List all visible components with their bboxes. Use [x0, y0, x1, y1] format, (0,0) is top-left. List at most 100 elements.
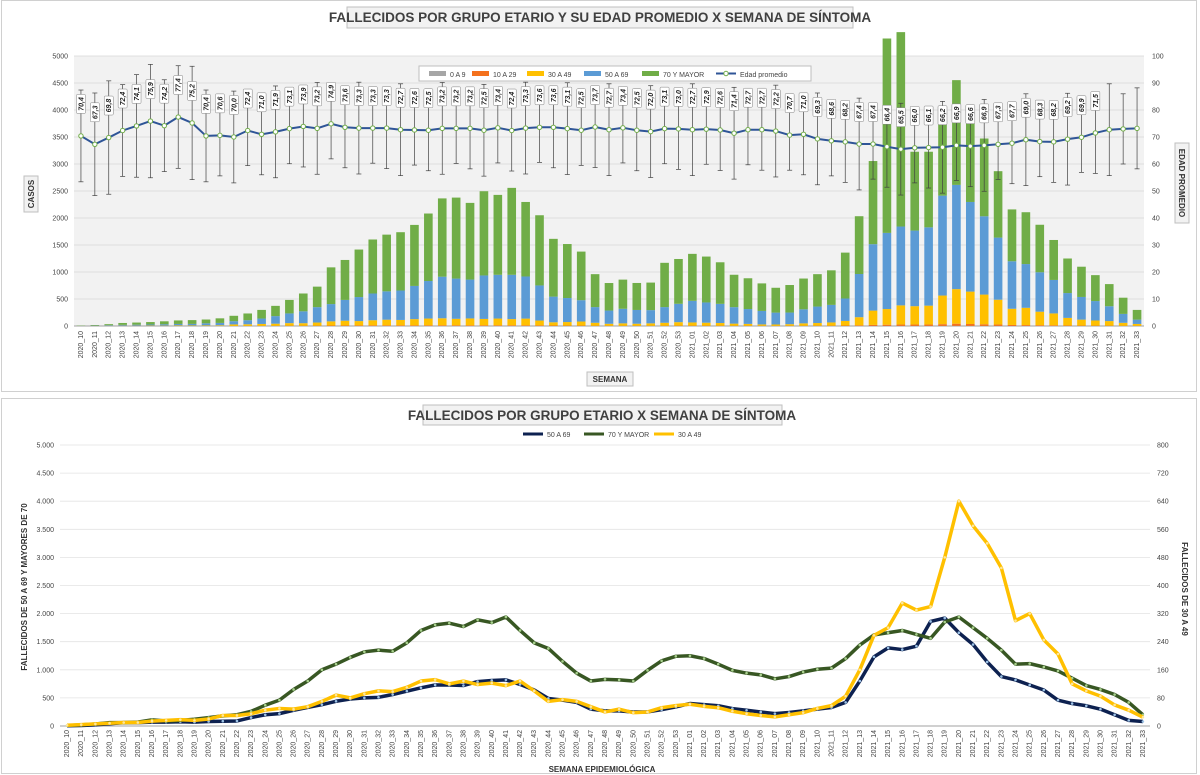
bar-50-a-69 [702, 302, 711, 322]
bar-50-a-69 [799, 309, 808, 323]
series-point-50-a-69 [264, 713, 267, 716]
series-point-50-a-69 [759, 711, 762, 714]
edad-data-label: 74,2 [162, 87, 169, 101]
edad-promedio-point [93, 142, 97, 146]
bar-30-a-49 [438, 318, 447, 325]
bar-10-a-29 [480, 325, 489, 326]
bar-30-a-49 [702, 323, 711, 326]
x-tick-label: 2021_02 [703, 331, 710, 358]
x-tick-label: 2021_17 [913, 730, 920, 757]
edad-data-label: 68,6 [829, 102, 836, 116]
series-point-70-y-mayor [646, 669, 649, 672]
y2-tick-label: 0 [1152, 324, 1156, 331]
bar-50-a-69 [841, 299, 850, 321]
x-tick-label: 2020_38 [460, 730, 467, 757]
y-axis-title: CASOS [27, 179, 36, 208]
edad-data-label: 67,7 [1009, 103, 1016, 118]
bar-70-y-mayor [674, 259, 683, 304]
series-point-30-a-49 [377, 690, 380, 693]
edad-promedio-point [565, 126, 569, 130]
bar-50-a-69 [118, 325, 127, 326]
series-point-50-a-69 [406, 690, 409, 693]
edad-promedio-point [79, 134, 83, 138]
series-point-50-a-69 [490, 679, 493, 682]
series-point-30-a-49 [1014, 619, 1017, 622]
series-point-30-a-49 [122, 721, 125, 724]
series-point-50-a-69 [958, 631, 961, 634]
bar-50-a-69 [494, 275, 503, 319]
series-point-50-a-69 [1071, 702, 1074, 705]
edad-data-label: 73,9 [301, 88, 308, 102]
edad-promedio-point [732, 131, 736, 135]
x-tick-label: 2021_31 [1106, 331, 1113, 358]
series-point-70-y-mayor [717, 663, 720, 666]
x-tick-label: 2020_45 [564, 331, 571, 358]
edad-data-label: 70,0 [231, 98, 238, 112]
edad-promedio-point [343, 125, 347, 129]
bar-10-a-29 [382, 325, 391, 326]
series-point-30-a-49 [689, 703, 692, 706]
series-point-30-a-49 [1057, 653, 1060, 656]
edad-data-label: 67,4 [857, 105, 864, 119]
bar-70-y-mayor [271, 306, 280, 316]
series-point-30-a-49 [179, 718, 182, 721]
series-point-70-y-mayor [703, 657, 706, 660]
bar-70-y-mayor [146, 322, 155, 324]
x-tick-label: 2020_20 [206, 730, 213, 757]
bar-30-a-49 [257, 324, 266, 326]
bar-70-y-mayor [160, 321, 169, 324]
x-tick-label: 2021_11 [828, 730, 835, 757]
y-tick-label: 3.500 [36, 527, 54, 534]
bar-30-a-49 [271, 324, 280, 326]
series-point-50-a-69 [915, 645, 918, 648]
edad-data-label: 66,6 [968, 107, 975, 121]
series-point-30-a-49 [94, 723, 97, 726]
x-tick-label: 2021_27 [1055, 730, 1062, 757]
series-point-50-a-69 [391, 693, 394, 696]
x-tick-label: 2021_05 [745, 331, 752, 358]
y2-tick-label: 60 [1152, 162, 1160, 169]
bar-70-y-mayor [605, 283, 614, 311]
y2-tick-label: 10 [1152, 297, 1160, 304]
bar-50-a-69 [1133, 320, 1142, 324]
bar-50-a-69 [257, 319, 266, 324]
edad-promedio-point [718, 128, 722, 132]
edad-data-label: 73,2 [315, 89, 322, 103]
x-tick-label: 2021_06 [758, 730, 765, 757]
x-tick-label: 2021_05 [744, 730, 751, 757]
bar-70-y-mayor [619, 280, 628, 309]
bar-50-a-69 [785, 313, 794, 325]
y2-tick-label: 320 [1157, 611, 1169, 618]
bar-10-a-29 [521, 325, 530, 326]
bar-70-y-mayor [688, 254, 697, 301]
edad-promedio-point [246, 128, 250, 132]
edad-promedio-point [120, 128, 124, 132]
x-tick-label: 2021_12 [843, 730, 850, 757]
x-tick-label: 2020_51 [648, 331, 655, 358]
x-tick-label: 2021_24 [1013, 730, 1020, 757]
bar-30-a-49 [1035, 312, 1044, 326]
series-point-70-y-mayor [321, 669, 324, 672]
bar-70-y-mayor [521, 202, 530, 277]
series-point-30-a-49 [476, 683, 479, 686]
bar-30-a-49 [327, 321, 336, 325]
bar-70-y-mayor [382, 235, 391, 292]
edad-data-label: 74,1 [134, 87, 141, 101]
x-tick-label: 2020_46 [578, 331, 585, 358]
bar-50-a-69 [271, 316, 280, 324]
y-tick-label: 2500 [52, 189, 68, 196]
edad-data-label: 65,5 [898, 110, 905, 124]
y-tick-label: 500 [42, 695, 54, 702]
x-tick-label: 2021_11 [828, 331, 835, 358]
edad-data-label: 72,5 [426, 91, 433, 105]
bar-10-a-29 [883, 325, 892, 326]
chart-panel-top: FALLECIDOS POR GRUPO ETARIO Y SU EDAD PR… [1, 0, 1197, 392]
edad-data-label: 69,2 [1065, 100, 1072, 114]
bar-50-a-69 [1119, 314, 1128, 323]
bar-50-a-69 [1035, 272, 1044, 311]
bar-70-y-mayor [563, 244, 572, 298]
bar-70-y-mayor [744, 278, 753, 309]
bar-30-a-49 [1105, 321, 1114, 326]
x-tick-label: 2021_24 [1009, 331, 1016, 358]
bar-50-a-69 [146, 324, 155, 325]
